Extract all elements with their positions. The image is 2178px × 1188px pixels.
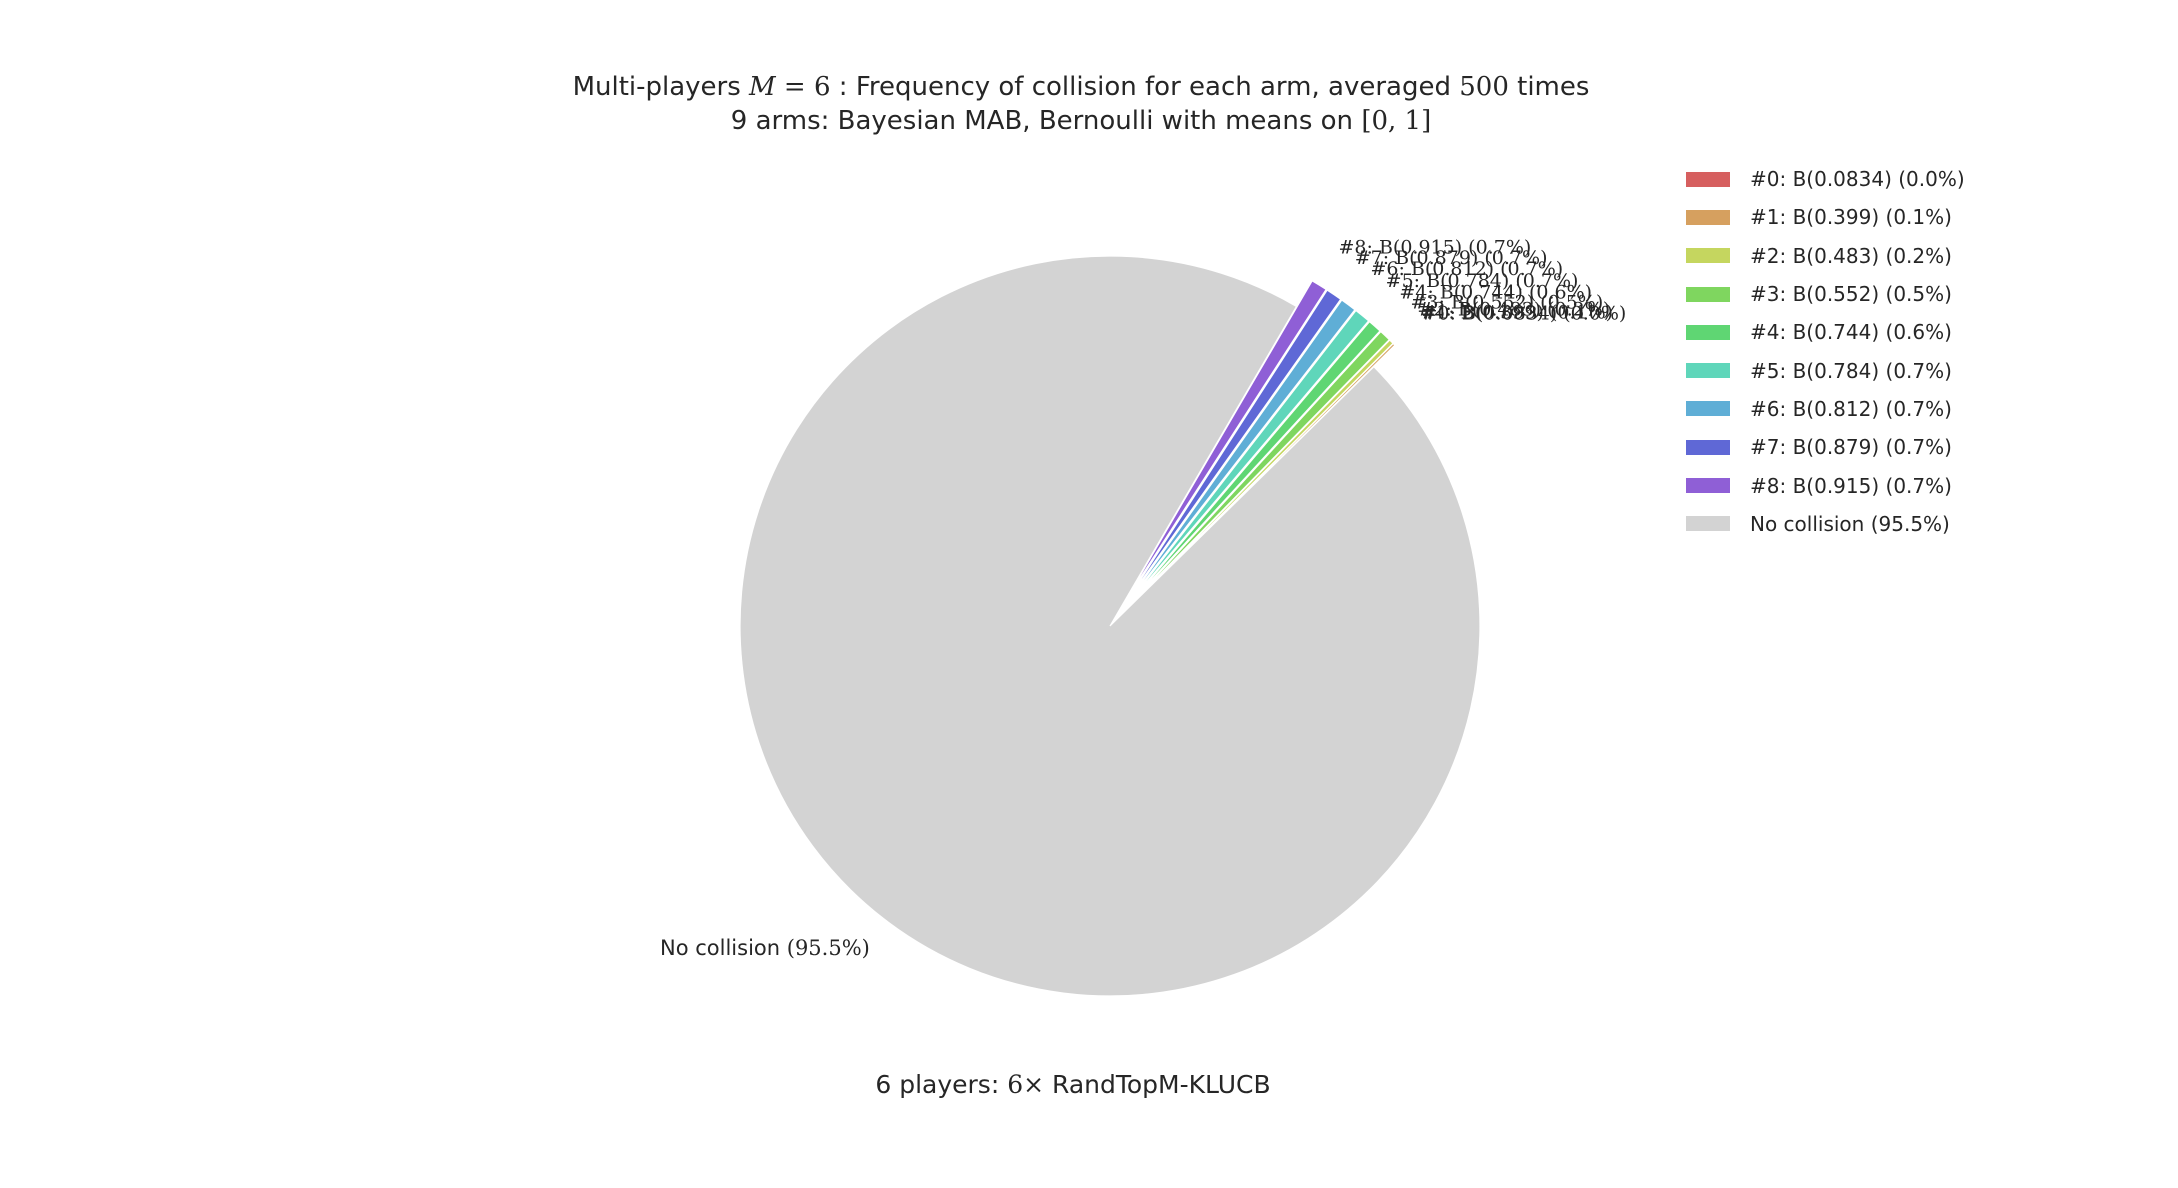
no-collision-label-pct: (95.5%): [786, 936, 870, 960]
pie-slice-label-5: #5: B(0.784) (0.7%): [1386, 270, 1579, 292]
legend-label-4: #4: B(0.744) (0.6%): [1750, 320, 1952, 345]
legend-item-7: #7: B(0.879) (0.7%): [1686, 428, 1965, 466]
pie-slice-label-7: #7: B(0.879) (0.7%): [1355, 247, 1548, 269]
title-math-n: 500: [1459, 72, 1509, 102]
pie-slice-6: [1127, 299, 1356, 603]
pie-slice-label-6: #6: B(0.812) (0.7%): [1370, 258, 1563, 280]
legend-item-3: #3: B(0.552) (0.5%): [1686, 275, 1965, 313]
pie-slice-label-0: #0: B(0.0834) (0.0%): [1421, 303, 1626, 325]
pie-slice-label-4: #4: B(0.744) (0.6%): [1399, 281, 1592, 303]
pie-slice-5: [1128, 309, 1370, 604]
legend-swatch-6: [1686, 401, 1730, 417]
legend-swatch-3: [1686, 286, 1730, 302]
legend-label-5: #5: B(0.784) (0.7%): [1750, 358, 1952, 383]
xlabel-text-1: 6 players:: [875, 1070, 1008, 1099]
pie-slice-2: [1130, 339, 1394, 606]
legend-item-9: No collision (95.5%): [1686, 505, 1965, 543]
legend-item-4: #4: B(0.744) (0.6%): [1686, 313, 1965, 351]
legend-item-5: #5: B(0.784) (0.7%): [1686, 351, 1965, 389]
pie-slice-9: [739, 255, 1481, 997]
legend-item-8: #8: B(0.915) (0.7%): [1686, 466, 1965, 504]
legend-swatch-9: [1686, 516, 1730, 532]
title-text-1: Multi-players: [572, 72, 750, 102]
pie-slice-label-2: #2: B(0.483) (0.2%): [1417, 298, 1610, 320]
pie-slices: [739, 255, 1481, 997]
legend-swatch-4: [1686, 324, 1730, 340]
legend-label-6: #6: B(0.812) (0.7%): [1750, 396, 1952, 421]
x-axis-label: 6 players: 6× RandTopM-KLUCB: [0, 1070, 2178, 1099]
title-text-3: times: [1508, 72, 1590, 102]
legend-label-1: #1: B(0.399) (0.1%): [1750, 205, 1952, 230]
subtitle-text: 9 arms: Bayesian MAB, Bernoulli with mea…: [730, 106, 1362, 136]
chart-subtitle: 9 arms: Bayesian MAB, Bernoulli with mea…: [0, 104, 2170, 138]
legend-label-8: #8: B(0.915) (0.7%): [1750, 473, 1952, 498]
legend-label-9: No collision (95.5%): [1750, 511, 1950, 536]
pie-slice-8: [1125, 280, 1327, 601]
no-collision-slice-label: No collision (95.5%): [660, 936, 870, 960]
xlabel-text-2: RandTopM-KLUCB: [1044, 1070, 1271, 1099]
legend-swatch-8: [1686, 478, 1730, 494]
legend: #0: B(0.0834) (0.0%) #1: B(0.399) (0.1%) #…: [1686, 160, 1965, 543]
subtitle-math: [0, 1]: [1361, 106, 1432, 136]
legend-item-6: #6: B(0.812) (0.7%): [1686, 390, 1965, 428]
pie-slice-label-8: #8: B(0.915) (0.7%): [1339, 237, 1532, 259]
legend-label-2: #2: B(0.483) (0.2%): [1750, 243, 1952, 268]
pie-slice-3: [1130, 330, 1391, 605]
title-math-m: M: [749, 72, 776, 102]
legend-item-1: #1: B(0.399) (0.1%): [1686, 198, 1965, 236]
legend-swatch-1: [1686, 209, 1730, 225]
legend-label-3: #3: B(0.552) (0.5%): [1750, 282, 1952, 307]
legend-item-2: #2: B(0.483) (0.2%): [1686, 237, 1965, 275]
pie-slice-label-3: #3: B(0.552) (0.5%): [1410, 292, 1603, 314]
xlabel-math: 6×: [1007, 1070, 1045, 1099]
pie-slice-labels: #0: B(0.0834) (0.0%)#1: B(0.399) (0.1%)#…: [1339, 237, 1627, 325]
pie-slice-4: [1129, 320, 1381, 604]
legend-swatch-0: [1686, 171, 1730, 187]
legend-swatch-7: [1686, 439, 1730, 455]
pie-slice-label-1: #1: B(0.399) (0.1%): [1420, 301, 1613, 323]
pie-slice-7: [1126, 289, 1342, 602]
title-math-eq: = 6: [775, 72, 831, 102]
no-collision-label-text: No collision: [660, 936, 787, 960]
legend-item-0: #0: B(0.0834) (0.0%): [1686, 160, 1965, 198]
chart-title-block: Multi-players M = 6 : Frequency of colli…: [0, 70, 2178, 138]
legend-swatch-5: [1686, 363, 1730, 379]
legend-label-0: #0: B(0.0834) (0.0%): [1750, 167, 1965, 192]
chart-title: Multi-players M = 6 : Frequency of colli…: [0, 70, 2170, 104]
legend-swatch-2: [1686, 248, 1730, 264]
legend-label-7: #7: B(0.879) (0.7%): [1750, 435, 1952, 460]
title-text-2: : Frequency of collision for each arm, a…: [830, 72, 1460, 102]
